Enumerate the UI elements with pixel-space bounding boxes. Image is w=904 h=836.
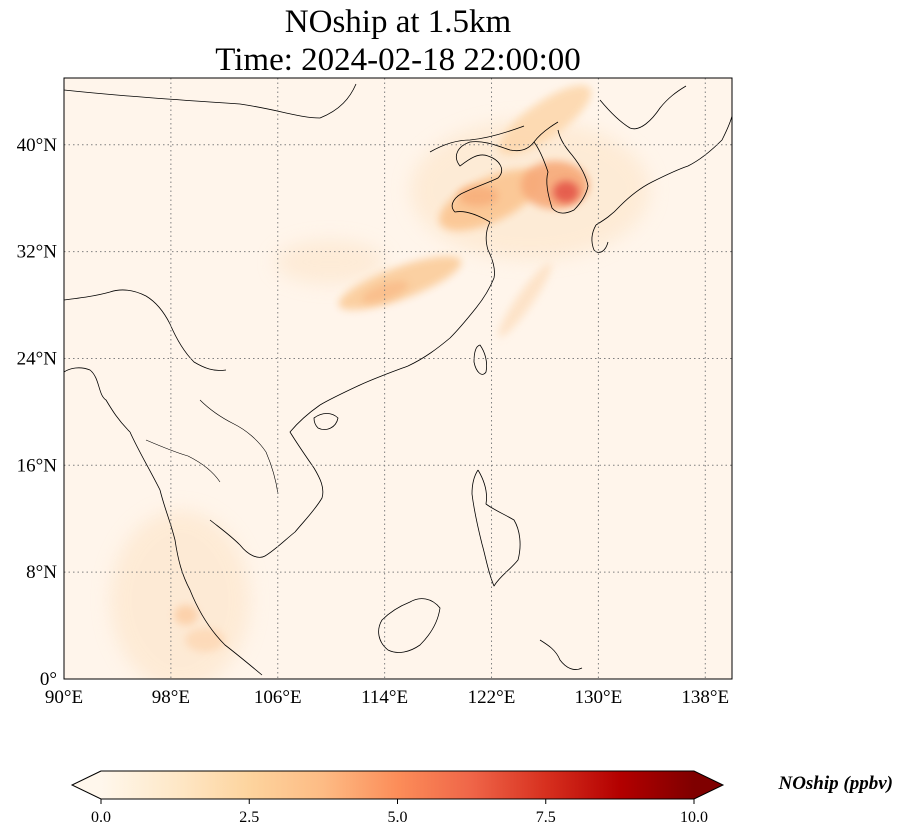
- coast-hainan: [313, 413, 339, 430]
- colorbar-extend-low-arrow: [72, 771, 101, 799]
- border-south-asia: [64, 289, 227, 371]
- plume-sichuan: [275, 240, 385, 284]
- lat-tick-label: 0°: [40, 669, 57, 690]
- lat-tick-label: 8°N: [26, 562, 57, 583]
- chart-title-line2: Time: 2024-02-18 22:00:00: [215, 42, 581, 78]
- colorbar-tick-label: 7.5: [536, 809, 556, 826]
- longitude-tick-labels: 90°E 98°E 106°E 114°E 122°E 130°E 138°E: [45, 687, 729, 708]
- latitude-tick-labels: 0° 8°N 16°N 24°N 32°N 40°N: [17, 135, 58, 690]
- plume-east-china-sea-streak: [498, 262, 552, 338]
- coast-russia-far-east: [599, 85, 687, 130]
- coast-korea: [533, 129, 589, 214]
- coast-taiwan: [473, 344, 488, 375]
- coast-borneo: [378, 598, 441, 653]
- plume-korea: [521, 161, 589, 209]
- lon-tick-label: 130°E: [575, 687, 623, 708]
- border-myanmar-thailand: [145, 439, 221, 483]
- coast-sulawesi: [539, 639, 583, 670]
- coast-indochina: [209, 404, 324, 558]
- plume-broad-southwest: [110, 510, 250, 679]
- lon-tick-label: 138°E: [681, 687, 729, 708]
- lon-tick-label: 122°E: [468, 687, 516, 708]
- gridlines: [64, 78, 732, 679]
- colorbar-tick-label: 0.0: [91, 809, 111, 826]
- chart-title-line1: NOship at 1.5km: [284, 4, 512, 40]
- border-mongolia: [64, 83, 357, 119]
- colorbar-tick-label: 10.0: [680, 809, 708, 826]
- coast-south-china: [319, 221, 495, 406]
- lat-tick-label: 32°N: [17, 242, 58, 263]
- colorbar-label: NOship (ppbv): [777, 773, 893, 794]
- lat-tick-label: 40°N: [17, 135, 58, 156]
- colorbar-gradient: [101, 771, 694, 799]
- map-panel: 90°E 98°E 106°E 114°E 122°E 130°E 138°E 0° 8°N 1…: [17, 77, 733, 708]
- map-frame: [63, 77, 733, 680]
- lon-tick-label: 98°E: [152, 687, 190, 708]
- coastlines: [64, 83, 732, 676]
- coast-bohai-shandong: [451, 121, 559, 223]
- plume-yangtze-core: [361, 280, 409, 304]
- lon-tick-label: 114°E: [361, 687, 408, 708]
- lat-tick-label: 16°N: [17, 455, 58, 476]
- colorbar-ticks: 0.0 2.5 5.0 7.5 10.0: [91, 799, 708, 826]
- plume-korea-core: [553, 181, 579, 203]
- lon-tick-label: 106°E: [254, 687, 302, 708]
- lon-tick-label: 90°E: [45, 687, 83, 708]
- coast-myanmar: [64, 367, 131, 433]
- coast-japan-kyushu: [591, 224, 609, 253]
- colorbar: 0.0 2.5 5.0 7.5 10.0 NOship (ppbv): [70, 770, 893, 826]
- lat-tick-label: 24°N: [17, 348, 58, 369]
- colorbar-tick-label: 2.5: [239, 809, 259, 826]
- plume-andaman: [174, 605, 198, 625]
- colorbar-tick-label: 5.0: [388, 809, 408, 826]
- plume-malacca: [185, 628, 225, 652]
- border-laos-vietnam: [199, 399, 279, 495]
- coast-philippines: [471, 469, 521, 587]
- coast-malay-peninsula-west: [129, 431, 263, 676]
- colorbar-extend-high-arrow: [694, 771, 723, 799]
- coast-japan-honshu: [595, 115, 732, 226]
- plume-northeast-band: [498, 85, 592, 155]
- concentration-field: [110, 85, 650, 679]
- border-northeast-china: [429, 125, 525, 153]
